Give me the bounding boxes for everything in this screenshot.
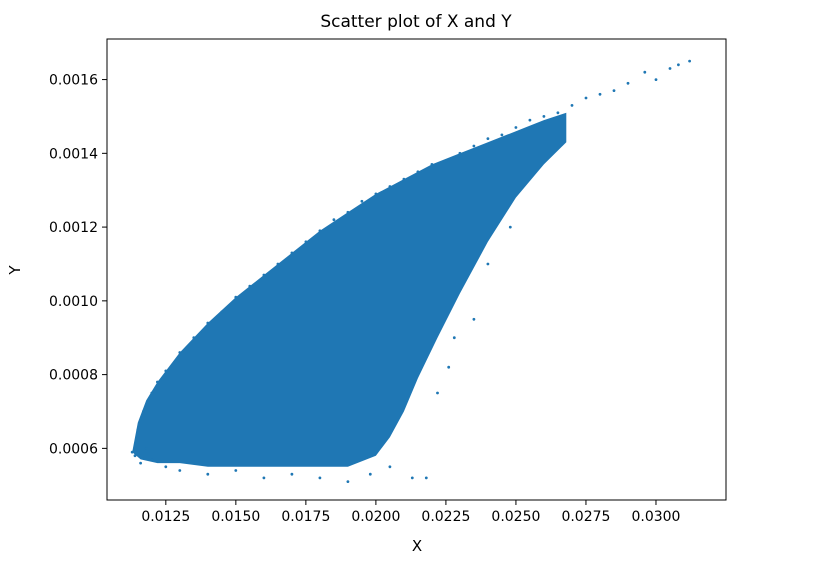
- scatter-point: [472, 144, 476, 148]
- y-axis-label: Y: [6, 265, 24, 276]
- y-tick-label: 0.0008: [49, 368, 98, 384]
- scatter-point: [374, 192, 378, 196]
- scatter-point: [332, 218, 336, 222]
- y-tick-label: 0.0014: [49, 146, 98, 162]
- scatter-point: [688, 59, 691, 63]
- scatter-point: [142, 410, 145, 413]
- scatter-point: [290, 472, 294, 476]
- scatter-point: [318, 476, 322, 480]
- scatter-point: [388, 465, 392, 469]
- scatter-point: [346, 210, 350, 214]
- x-tick-label: 0.0250: [491, 509, 540, 525]
- y-tick-label: 0.0010: [49, 294, 98, 310]
- x-axis-label: X: [412, 537, 422, 555]
- scatter-point: [500, 133, 504, 137]
- scatter-point: [410, 476, 414, 480]
- scatter-point: [150, 458, 154, 461]
- scatter-point: [444, 159, 448, 163]
- y-tick-label: 0.0012: [49, 220, 98, 236]
- chart-title: Scatter plot of X and Y: [320, 12, 512, 32]
- scatter-point: [276, 262, 280, 266]
- scatter-point: [643, 70, 647, 74]
- scatter-point: [234, 295, 238, 299]
- plot-frame: [106, 38, 727, 501]
- scatter-point: [290, 251, 294, 255]
- scatter-point: [262, 476, 266, 480]
- scatter-point: [486, 262, 490, 266]
- scatter-point: [234, 469, 238, 472]
- scatter-point: [192, 336, 196, 340]
- scatter-point: [458, 151, 462, 155]
- y-tick-label: 0.0016: [49, 73, 98, 89]
- scatter-point: [542, 115, 546, 118]
- x-tick-label: 0.0300: [631, 509, 680, 525]
- scatter-point: [626, 81, 630, 85]
- x-tick-label: 0.0200: [351, 509, 400, 525]
- scatter-point: [304, 240, 308, 244]
- scatter-point: [139, 461, 143, 465]
- scatter-point: [133, 454, 137, 458]
- y-tick-label: 0.0006: [49, 441, 98, 457]
- scatter-point: [612, 89, 616, 92]
- scatter-point: [472, 317, 476, 321]
- scatter-point: [416, 170, 420, 174]
- scatter-point: [556, 111, 560, 115]
- scatter-point: [178, 469, 182, 472]
- scatter-point: [156, 380, 159, 384]
- scatter-point: [486, 137, 490, 141]
- x-tick-label: 0.0275: [561, 509, 610, 525]
- scatter-point: [388, 185, 392, 188]
- scatter-point: [164, 465, 168, 469]
- scatter-point: [136, 428, 140, 432]
- scatter-point: [164, 369, 168, 373]
- scatter-point: [360, 199, 364, 203]
- scatter-point: [206, 321, 210, 325]
- scatter-point: [318, 229, 322, 233]
- scatter-point: [130, 450, 134, 454]
- scatter-point: [220, 310, 224, 314]
- scatter-point: [436, 391, 439, 395]
- scatter-point: [424, 476, 428, 480]
- scatter-point-cloud: [132, 112, 567, 467]
- x-tick-label: 0.0125: [141, 509, 190, 525]
- scatter-point: [144, 447, 148, 450]
- scatter-point: [528, 118, 532, 122]
- scatter-point: [452, 336, 456, 340]
- scatter-point: [430, 163, 434, 166]
- scatter-points: [130, 59, 691, 483]
- scatter-point: [508, 225, 512, 229]
- x-tick-label: 0.0225: [421, 509, 470, 525]
- scatter-point: [178, 351, 182, 354]
- scatter-point: [598, 92, 602, 96]
- scatter-point: [248, 284, 252, 288]
- scatter-point: [150, 391, 154, 395]
- y-axis-ticks: 0.0006 0.0008 0.0010 0.0012 0.0014 0.0016: [49, 73, 107, 457]
- scatter-point: [677, 63, 680, 67]
- scatter-point: [447, 365, 451, 369]
- scatter-dense-region: [132, 112, 567, 467]
- scatter-point: [368, 472, 372, 476]
- scatter-point: [654, 78, 658, 81]
- scatter-point: [570, 104, 574, 107]
- scatter-point: [206, 472, 210, 476]
- scatter-point: [346, 480, 350, 483]
- scatter-point: [668, 67, 672, 70]
- x-tick-label: 0.0175: [281, 509, 330, 525]
- scatter-point: [514, 126, 518, 129]
- scatter-point: [402, 177, 406, 181]
- scatter-point: [262, 273, 266, 277]
- scatter-point: [584, 96, 588, 100]
- x-axis-ticks: 0.0125 0.0150 0.0175 0.0200 0.0225 0.0250 0.02…: [141, 500, 680, 525]
- x-tick-label: 0.0150: [211, 509, 260, 525]
